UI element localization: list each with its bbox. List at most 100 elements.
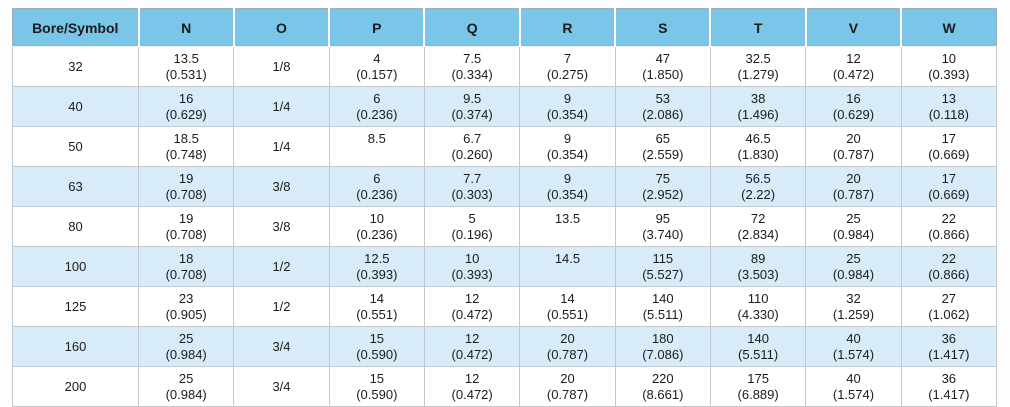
cell-value: 17 xyxy=(941,171,957,186)
cell-value-inches: (0.472) xyxy=(832,67,875,82)
table-cell: 6 (0.236) xyxy=(328,166,425,207)
cell-value-inches: (0.866) xyxy=(928,267,970,282)
table-cell: 1/2 xyxy=(233,286,330,327)
cell-value-inches: (0.984) xyxy=(832,267,875,282)
cell-value: 9 xyxy=(563,91,572,106)
table-cell: 9 (0.354) xyxy=(519,126,616,167)
column-header-q: Q xyxy=(423,8,521,47)
table-cell: 19 (0.708) xyxy=(137,166,235,207)
cell-value-inches: (0.708) xyxy=(165,267,207,282)
table-cell: 3/8 xyxy=(233,206,330,247)
table-header: Bore/Symbol N O P Q R S T V W xyxy=(12,8,998,47)
table-cell: 15 (0.590) xyxy=(328,366,425,407)
table-cell: 36 (1.417) xyxy=(900,326,998,367)
cell-value: 22 xyxy=(941,211,957,226)
cell-value-inches xyxy=(330,147,424,162)
table-row-bore-32: 32 13.5 (0.531) 1/8 4 (0.157) 7.5 (0.334) 7 (0.27… xyxy=(12,46,998,87)
cell-value-inches: (0.590) xyxy=(356,387,398,402)
cell-value: 13.5 xyxy=(173,51,199,66)
cell-value-inches: (0.354) xyxy=(546,147,589,162)
table-cell: 56.5 (2.22) xyxy=(709,166,807,207)
cell-value-inches: (0.118) xyxy=(928,107,969,122)
table-cell: 13.5 (0.531) xyxy=(137,46,235,87)
cell-value: 32.5 xyxy=(745,51,771,66)
cell-value-inches: (0.472) xyxy=(451,307,493,322)
cell-value-inches: (2.086) xyxy=(642,107,684,122)
cell-value: 16 xyxy=(178,91,194,106)
cell-value: 5 xyxy=(468,211,476,226)
cell-value: 10 xyxy=(464,251,480,266)
cell-value-inches: (0.708) xyxy=(165,227,207,242)
table-cell: 22 (0.866) xyxy=(900,246,998,287)
cell-value-inches: (1.830) xyxy=(737,147,779,162)
table-cell: 40 (1.574) xyxy=(805,326,902,367)
cell-value-inches: (0.866) xyxy=(928,227,970,242)
cell-value: 16 xyxy=(846,91,861,106)
cell-value: 18 xyxy=(178,251,194,266)
cell-value: 50 xyxy=(68,138,83,154)
cell-value-inches: (0.236) xyxy=(356,187,398,202)
cell-value: 25 xyxy=(178,371,194,386)
cell-value: 20 xyxy=(560,331,575,346)
cell-value: 140 xyxy=(651,291,674,306)
cell-value-inches: (6.889) xyxy=(737,387,779,402)
cell-value: 40 xyxy=(68,98,83,114)
table-cell: 27 (1.062) xyxy=(900,286,998,327)
table-cell: 16 (0.629) xyxy=(137,86,235,127)
table-cell: 7.7 (0.303) xyxy=(423,166,521,207)
table-cell: 13 (0.118) xyxy=(900,86,998,127)
cell-value: 220 xyxy=(651,371,674,386)
cell-value: 7 xyxy=(563,51,572,66)
table-cell: 75 (2.952) xyxy=(614,166,711,207)
cell-value-inches: (0.748) xyxy=(165,147,207,162)
cell-value-inches: (7.086) xyxy=(642,347,684,362)
table-cell: 53 (2.086) xyxy=(614,86,711,127)
cell-value: 10 xyxy=(941,51,957,66)
table-cell: 3/4 xyxy=(233,326,330,367)
cell-value: 19 xyxy=(178,171,194,186)
cell-value-inches: (0.303) xyxy=(451,187,493,202)
cell-value-inches: (5.511) xyxy=(642,307,683,322)
cell-value-inches: (1.574) xyxy=(832,387,875,402)
table-cell: 4 (0.157) xyxy=(328,46,425,87)
cell-value: 17 xyxy=(941,131,957,146)
cell-value: 13 xyxy=(941,91,957,106)
cell-value-inches: (8.661) xyxy=(642,387,684,402)
table-cell: 20 (0.787) xyxy=(805,166,902,207)
cell-value: 10 xyxy=(369,211,385,226)
cell-value: 160 xyxy=(64,338,87,354)
table-cell: 47 (1.850) xyxy=(614,46,711,87)
table-cell: 1/4 xyxy=(233,86,330,127)
cell-value: 75 xyxy=(655,171,671,186)
column-header-w: W xyxy=(900,8,998,47)
cell-value: 4 xyxy=(373,51,381,66)
cell-value-inches: (1.496) xyxy=(737,107,779,122)
cell-value: 175 xyxy=(747,371,769,386)
table-cell: 220 (8.661) xyxy=(614,366,711,407)
column-header-o: O xyxy=(232,8,331,47)
table-cell: 1/8 xyxy=(233,46,330,87)
table-cell: 6.7 (0.260) xyxy=(423,126,521,167)
table-row-bore-50: 50 18.5 (0.748) 1/4 8.5 6.7 (0.260) 9 (0.354) 65(… xyxy=(12,126,998,167)
cell-value-inches: (2.22) xyxy=(741,187,776,202)
cell-value-inches: (0.354) xyxy=(546,187,589,202)
cell-value: 1/4 xyxy=(272,98,291,114)
cell-value: 3/8 xyxy=(272,218,291,234)
table-cell: 9 (0.354) xyxy=(519,86,616,127)
table-cell: 20 (0.787) xyxy=(519,326,616,367)
table-cell: 180 (7.086) xyxy=(614,326,711,367)
table-cell: 25 (0.984) xyxy=(805,246,902,287)
table-cell: 110 (4.330) xyxy=(709,286,807,327)
cell-value-inches: (0.236) xyxy=(356,227,398,242)
table-cell: 16 (0.629) xyxy=(805,86,902,127)
cell-value-inches: (4.330) xyxy=(737,307,779,322)
cell-value: 14.5 xyxy=(554,251,581,266)
table-cell: 18 (0.708) xyxy=(137,246,235,287)
table-cell: 14.5 xyxy=(519,246,616,287)
cell-value: 47 xyxy=(655,51,671,66)
cell-value-inches: (5.511) xyxy=(738,347,779,362)
cell-value-inches: (5.527) xyxy=(642,267,684,282)
cell-value: 20 xyxy=(560,371,575,386)
table-body: 32 13.5 (0.531) 1/8 4 (0.157) 7.5 (0.334) 7 (0.27… xyxy=(12,46,998,407)
